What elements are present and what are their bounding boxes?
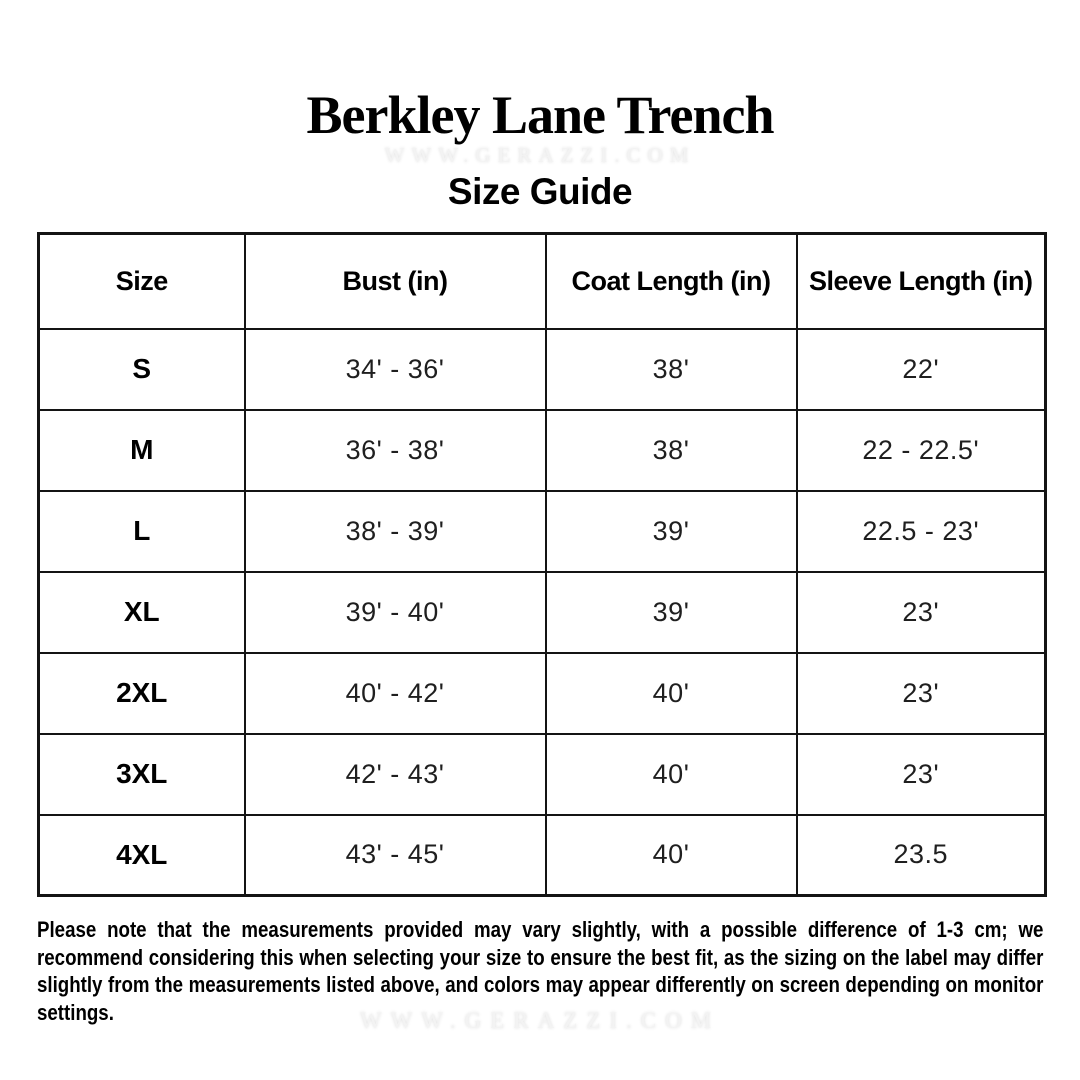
- cell-bust: 36' - 38': [243, 408, 547, 492]
- cell-sleeve: 23': [795, 651, 1047, 735]
- cell-bust: 39' - 40': [243, 570, 547, 654]
- cell-sleeve: 23': [795, 570, 1047, 654]
- size-table-body: S 34' - 36' 38' 22' M 36' - 38' 38' 22 - 22.5' L…: [37, 327, 1047, 897]
- column-header: Size: [37, 232, 246, 330]
- size-table: Size Bust (in) Coat Length (in) Sleeve Leng…: [37, 232, 1047, 897]
- watermark-top: WWW.GERAZZI.COM: [384, 143, 696, 167]
- page-title: Berkley Lane Trench: [306, 85, 775, 145]
- column-header: Sleeve Length (in): [795, 232, 1047, 330]
- cell-coat: 40': [544, 651, 798, 735]
- table-row: S 34' - 36' 38' 22': [37, 327, 1047, 411]
- cell-size: S: [37, 327, 246, 411]
- size-table-header-row: Size Bust (in) Coat Length (in) Sleeve Leng…: [37, 232, 1047, 330]
- cell-bust: 34' - 36': [243, 327, 547, 411]
- cell-bust: 43' - 45': [243, 813, 547, 897]
- watermark-bottom: WWW.GERAZZI.COM: [359, 1008, 721, 1033]
- disclaimer-note: Please note that the measurements provid…: [37, 917, 1044, 1025]
- cell-size: M: [37, 408, 246, 492]
- cell-coat: 38': [544, 408, 798, 492]
- table-row: 3XL 42' - 43' 40' 23': [37, 732, 1047, 816]
- page-subtitle: Size Guide: [447, 171, 633, 212]
- cell-bust: 42' - 43': [243, 732, 547, 816]
- cell-size: 3XL: [37, 732, 246, 816]
- cell-coat: 39': [544, 570, 798, 654]
- cell-sleeve: 22': [795, 327, 1047, 411]
- cell-bust: 38' - 39': [243, 489, 547, 573]
- table-row: L 38' - 39' 39' 22.5 - 23': [37, 489, 1047, 573]
- cell-size: 2XL: [37, 651, 246, 735]
- cell-coat: 38': [544, 327, 798, 411]
- cell-size: XL: [37, 570, 246, 654]
- cell-sleeve: 23.5: [795, 813, 1047, 897]
- column-header: Bust (in): [243, 232, 547, 330]
- cell-sleeve: 23': [795, 732, 1047, 816]
- cell-size: 4XL: [37, 813, 246, 897]
- cell-bust: 40' - 42': [243, 651, 547, 735]
- cell-sleeve: 22 - 22.5': [795, 408, 1047, 492]
- column-header: Coat Length (in): [544, 232, 798, 330]
- table-row: 4XL 43' - 45' 40' 23.5: [37, 813, 1047, 897]
- table-row: M 36' - 38' 38' 22 - 22.5': [37, 408, 1047, 492]
- cell-coat: 40': [544, 732, 798, 816]
- table-row: XL 39' - 40' 39' 23': [37, 570, 1047, 654]
- cell-sleeve: 22.5 - 23': [795, 489, 1047, 573]
- cell-size: L: [37, 489, 246, 573]
- table-row: 2XL 40' - 42' 40' 23': [37, 651, 1047, 735]
- cell-coat: 40': [544, 813, 798, 897]
- cell-coat: 39': [544, 489, 798, 573]
